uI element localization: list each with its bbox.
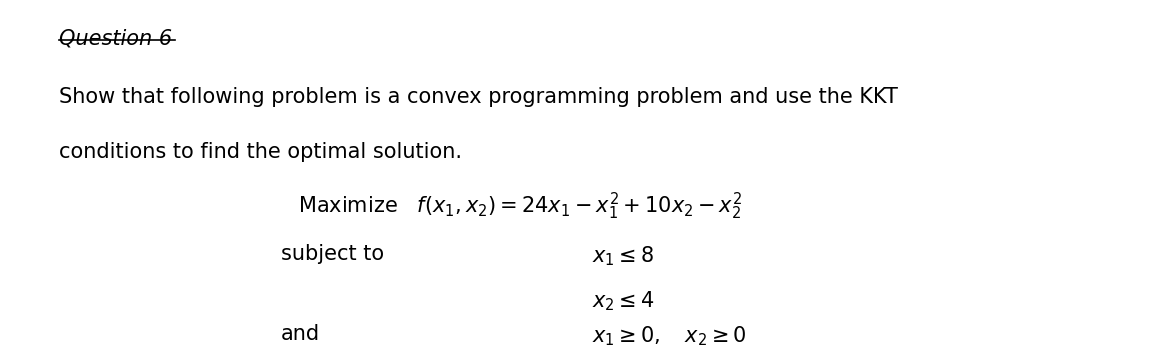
- Text: Maximize   $f(x_1, x_2) = 24x_1 - x_1^2 + 10x_2 - x_2^2$: Maximize $f(x_1, x_2) = 24x_1 - x_1^2 + …: [298, 191, 742, 222]
- Text: Show that following problem is a convex programming problem and use the KKT: Show that following problem is a convex …: [59, 87, 898, 107]
- Text: $x_1 \geq 0, \quad x_2 \geq 0$: $x_1 \geq 0, \quad x_2 \geq 0$: [592, 324, 746, 347]
- Text: subject to: subject to: [281, 245, 384, 265]
- Text: conditions to find the optimal solution.: conditions to find the optimal solution.: [59, 142, 463, 162]
- Text: $x_1 \leq 8$: $x_1 \leq 8$: [592, 245, 654, 268]
- Text: Question 6: Question 6: [59, 28, 173, 48]
- Text: $x_2 \leq 4$: $x_2 \leq 4$: [592, 290, 654, 313]
- Text: and: and: [281, 324, 320, 344]
